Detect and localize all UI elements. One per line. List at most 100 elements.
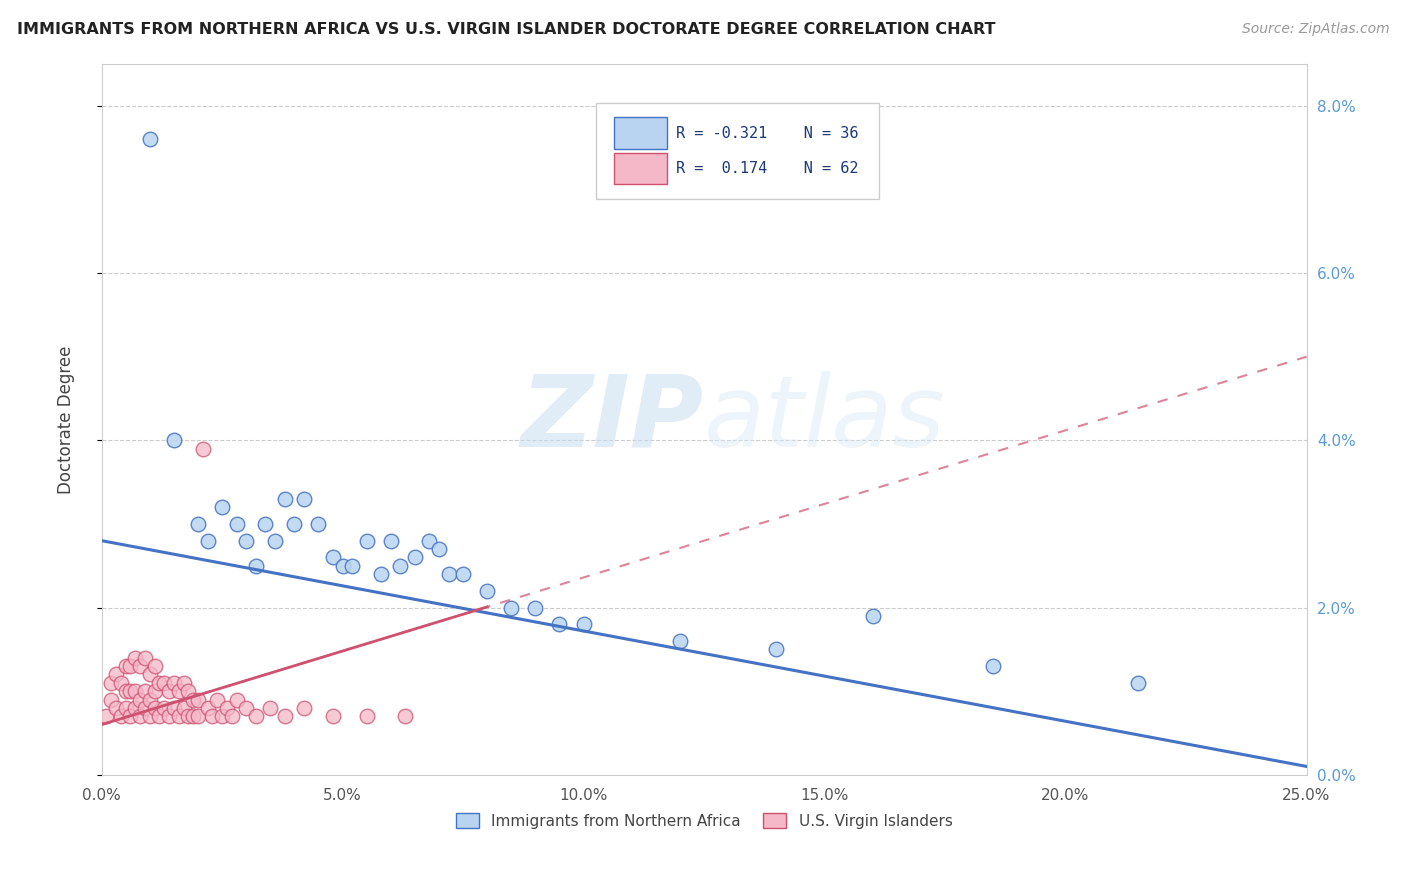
Point [114, 684, 136, 698]
Point [356, 709, 378, 723]
FancyBboxPatch shape [596, 103, 879, 199]
Point [134, 701, 156, 715]
Point [148, 675, 170, 690]
Point [394, 709, 416, 723]
Text: R =  0.174    N = 62: R = 0.174 N = 62 [676, 161, 859, 176]
Point [370, 567, 392, 582]
Point [191, 442, 214, 456]
Point [163, 701, 186, 715]
FancyBboxPatch shape [613, 153, 666, 184]
Point [105, 701, 128, 715]
Point [96, 709, 118, 723]
Point [100, 692, 122, 706]
Point [153, 675, 176, 690]
Point [157, 684, 180, 698]
Point [177, 709, 200, 723]
Point [181, 709, 204, 723]
Point [225, 692, 247, 706]
Point [129, 659, 152, 673]
Point [254, 516, 277, 531]
Point [173, 701, 195, 715]
Point [163, 675, 186, 690]
Point [274, 709, 297, 723]
Point [427, 542, 450, 557]
Point [669, 634, 692, 648]
Point [418, 533, 440, 548]
Point [274, 491, 297, 506]
Point [342, 558, 364, 573]
Point [308, 516, 330, 531]
Point [356, 533, 378, 548]
Point [981, 659, 1004, 673]
Point [235, 701, 257, 715]
Point [292, 701, 315, 715]
Point [167, 684, 190, 698]
Point [124, 650, 146, 665]
Point [134, 684, 156, 698]
Point [404, 550, 426, 565]
Point [129, 709, 152, 723]
Point [167, 709, 190, 723]
Point [215, 701, 238, 715]
Point [177, 684, 200, 698]
Point [322, 550, 344, 565]
FancyBboxPatch shape [613, 118, 666, 149]
Point [235, 533, 257, 548]
Point [524, 600, 547, 615]
Point [100, 675, 122, 690]
Text: IMMIGRANTS FROM NORTHERN AFRICA VS U.S. VIRGIN ISLANDER DOCTORATE DEGREE CORRELA: IMMIGRANTS FROM NORTHERN AFRICA VS U.S. … [17, 22, 995, 37]
Point [120, 684, 142, 698]
Point [143, 659, 166, 673]
Point [264, 533, 287, 548]
Point [245, 558, 267, 573]
Point [292, 491, 315, 506]
Point [548, 617, 571, 632]
Point [129, 692, 152, 706]
Point [134, 650, 156, 665]
Text: ZIP: ZIP [522, 371, 704, 468]
Point [139, 667, 162, 681]
Point [437, 567, 460, 582]
Point [211, 709, 233, 723]
Point [124, 701, 146, 715]
Point [114, 659, 136, 673]
Point [148, 709, 170, 723]
Point [862, 608, 884, 623]
Point [163, 434, 186, 448]
Point [139, 692, 162, 706]
Point [197, 533, 219, 548]
Point [181, 692, 204, 706]
Text: R = -0.321    N = 36: R = -0.321 N = 36 [676, 126, 859, 141]
Point [139, 709, 162, 723]
Point [283, 516, 305, 531]
Point [322, 709, 344, 723]
Point [173, 675, 195, 690]
Point [572, 617, 595, 632]
Point [221, 709, 243, 723]
Y-axis label: Doctorate Degree: Doctorate Degree [58, 345, 75, 493]
Point [475, 583, 498, 598]
Text: atlas: atlas [704, 371, 946, 468]
Point [143, 684, 166, 698]
Point [157, 709, 180, 723]
Legend: Immigrants from Northern Africa, U.S. Virgin Islanders: Immigrants from Northern Africa, U.S. Vi… [450, 806, 959, 835]
Point [120, 659, 142, 673]
Point [765, 642, 787, 657]
Point [245, 709, 267, 723]
Point [197, 701, 219, 715]
Point [225, 516, 247, 531]
Point [143, 701, 166, 715]
Point [389, 558, 412, 573]
Point [187, 692, 209, 706]
Point [332, 558, 354, 573]
Point [124, 684, 146, 698]
Point [201, 709, 224, 723]
Point [207, 692, 229, 706]
Point [380, 533, 402, 548]
Text: Source: ZipAtlas.com: Source: ZipAtlas.com [1241, 22, 1389, 37]
Point [451, 567, 474, 582]
Point [110, 709, 132, 723]
Point [187, 709, 209, 723]
Point [105, 667, 128, 681]
Point [153, 701, 176, 715]
